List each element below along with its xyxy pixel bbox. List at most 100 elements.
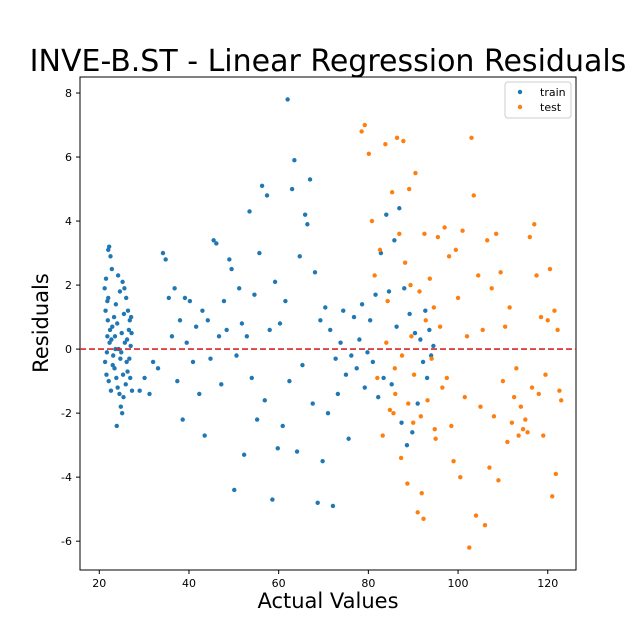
y-axis-title: Residuals <box>29 273 53 373</box>
scatter-point-train <box>107 340 112 345</box>
scatter-point-test <box>380 433 385 438</box>
scatter-point-test <box>500 378 506 384</box>
scatter-point-train <box>122 286 127 291</box>
scatter-point-test <box>384 340 389 345</box>
scatter-point-train <box>120 372 126 377</box>
scatter-point-train <box>262 398 267 403</box>
scatter-point-train <box>373 292 378 297</box>
scatter-point-train <box>120 279 125 285</box>
scatter-point-train <box>200 308 205 313</box>
scatter-point-train <box>335 391 341 397</box>
x-axis-title: Actual Values <box>257 589 398 613</box>
scatter-point-test <box>476 273 481 278</box>
scatter-point-test <box>422 231 427 237</box>
scatter-point-test <box>502 324 508 329</box>
scatter-point-test <box>375 375 380 381</box>
scatter-point-train <box>346 436 351 441</box>
scatter-point-train <box>117 289 123 294</box>
scatter-point-train <box>106 378 111 384</box>
scatter-point-train <box>407 311 412 317</box>
scatter-point-train <box>428 353 434 358</box>
scatter-point-test <box>553 471 559 477</box>
scatter-point-train <box>177 318 183 323</box>
scatter-point-train <box>287 378 292 384</box>
scatter-point-train <box>431 343 436 349</box>
scatter-point-test <box>402 260 408 265</box>
scatter-point-train <box>384 212 389 217</box>
scatter-point-train <box>104 372 109 377</box>
scatter-point-train <box>239 321 245 326</box>
scatter-point-test <box>433 436 438 441</box>
scatter-point-train <box>104 350 110 355</box>
scatter-point-test <box>415 510 420 515</box>
scatter-point-train <box>142 375 147 381</box>
scatter-point-train <box>292 158 297 163</box>
scatter-point-train <box>118 404 124 409</box>
scatter-point-train <box>112 366 117 371</box>
scatter-point-test <box>362 122 367 128</box>
scatter-point-train <box>124 337 130 342</box>
scatter-point-train <box>122 340 128 345</box>
scatter-point-train <box>386 289 392 294</box>
scatter-point-train <box>237 286 242 291</box>
data-points <box>102 97 564 550</box>
scatter-point-test <box>525 430 530 435</box>
scatter-point-train <box>125 308 131 313</box>
scatter-point-train <box>109 266 115 272</box>
scatter-point-train <box>106 244 112 249</box>
scatter-point-train <box>257 250 262 256</box>
scatter-point-test <box>538 314 544 320</box>
scatter-point-train <box>119 410 125 416</box>
scatter-point-train <box>108 388 114 393</box>
scatter-point-train <box>166 295 171 301</box>
scatter-point-test <box>418 414 424 419</box>
scatter-point-train <box>343 372 349 377</box>
scatter-point-train <box>103 308 108 313</box>
y-tick-label: -6 <box>61 535 72 548</box>
scatter-point-test <box>399 353 405 358</box>
scatter-point-test <box>518 404 524 409</box>
legend: train test <box>504 81 572 119</box>
scatter-point-train <box>150 359 156 365</box>
scatter-point-test <box>440 385 445 390</box>
scatter-point-train <box>114 375 119 381</box>
scatter-point-test <box>471 193 476 198</box>
x-tick-label: 20 <box>92 577 106 590</box>
scatter-point-train <box>128 314 134 320</box>
scatter-point-train <box>155 366 161 371</box>
scatter-point-train <box>224 327 229 333</box>
scatter-point-test <box>413 170 418 176</box>
scatter-point-train <box>110 362 115 368</box>
scatter-point-train <box>267 327 272 333</box>
scatter-point-train <box>214 241 219 246</box>
scatter-point-train <box>300 362 305 368</box>
scatter-point-train <box>180 417 185 422</box>
scatter-point-test <box>534 273 539 278</box>
scatter-point-train <box>424 375 430 381</box>
scatter-point-train <box>254 417 260 422</box>
x-tick-label: 100 <box>448 577 469 590</box>
scatter-point-test <box>401 138 406 144</box>
scatter-point-test <box>527 234 533 240</box>
scatter-point-test <box>489 286 494 291</box>
scatter-point-train <box>330 503 336 509</box>
scatter-point-train <box>106 295 111 301</box>
scatter-point-train <box>427 327 432 333</box>
legend-marker-train <box>517 89 523 95</box>
scatter-point-train <box>410 430 415 435</box>
scatter-point-train <box>247 209 252 214</box>
scatter-point-train <box>241 452 247 457</box>
scatter-point-train <box>175 378 180 384</box>
scatter-point-train <box>103 276 109 281</box>
scatter-point-train <box>121 311 127 317</box>
x-tick-label: 120 <box>537 577 558 590</box>
scatter-point-test <box>545 318 550 323</box>
scatter-point-test <box>523 417 528 422</box>
scatter-point-train <box>420 359 426 365</box>
scatter-point-train <box>102 359 108 365</box>
scatter-point-test <box>425 398 430 403</box>
scatter-point-test <box>555 327 560 333</box>
scatter-point-train <box>402 286 407 291</box>
scatter-point-train <box>187 298 193 304</box>
